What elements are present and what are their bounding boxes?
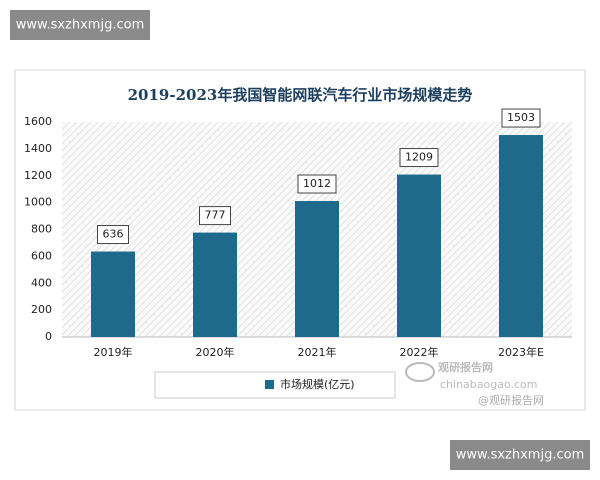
value-label: 1209	[405, 151, 433, 164]
y-tick-label: 200	[31, 303, 52, 316]
legend-label: 市场规模(亿元)	[280, 377, 355, 391]
legend-swatch	[265, 380, 274, 389]
y-tick-label: 0	[45, 330, 52, 343]
site-text: www.sxzhxmjg.com	[456, 448, 584, 463]
site-box	[10, 10, 150, 40]
brand: 观研报告网	[438, 360, 493, 374]
value-label-box	[297, 174, 337, 194]
y-tick-label: 800	[31, 223, 52, 236]
value-label: 1012	[303, 177, 331, 190]
value-label-box	[199, 206, 231, 226]
y-tick-label: 400	[31, 276, 52, 289]
x-tick-label: 2022年	[400, 345, 439, 359]
logo: 观研报告网 chinabaogao.com	[405, 360, 538, 391]
value-label: 777	[205, 209, 226, 222]
x-tick-label: 2023年E	[498, 345, 544, 359]
y-tick-label: 1400	[24, 142, 52, 155]
x-tick-label: 2019年	[94, 345, 133, 359]
logo-mark	[405, 362, 435, 382]
value-label: 636	[103, 228, 124, 241]
chart-title: 2019-2023年我国智能网联汽车行业市场规模走势	[128, 86, 473, 104]
value-label-box	[399, 148, 439, 168]
bar	[295, 201, 339, 337]
value-label-box	[97, 225, 129, 245]
credit: @观研报告网	[478, 393, 544, 407]
y-tick-label: 1200	[24, 169, 52, 182]
bar	[499, 135, 543, 337]
site-box	[450, 440, 590, 470]
bar	[91, 251, 135, 337]
value-label-box	[501, 108, 541, 128]
domain: chinabaogao.com	[440, 378, 538, 391]
x-tick-label: 2020年	[196, 345, 235, 359]
y-tick-label: 1000	[24, 196, 52, 209]
bar	[193, 232, 237, 337]
x-tick-label: 2021年	[298, 345, 337, 359]
site-text: www.sxzhxmjg.com	[16, 18, 144, 33]
legend	[154, 371, 396, 399]
y-tick-label: 1600	[24, 115, 52, 128]
y-tick-label: 600	[31, 249, 52, 262]
value-label: 1503	[507, 111, 535, 124]
bar	[397, 174, 441, 337]
